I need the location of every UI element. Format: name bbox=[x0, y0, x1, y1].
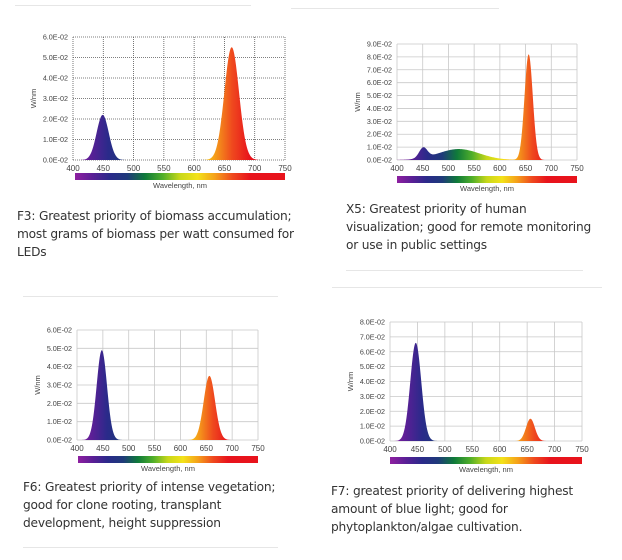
chart-f3-svg: 400 450 500 550 600 650 700 750 0.0E-02 1.0E-02 2.… bbox=[29, 33, 292, 191]
y-tick-label: 3.0E-02 bbox=[47, 381, 72, 390]
y-tick-label: 1.0E-02 bbox=[43, 135, 68, 144]
y-tick-label: 7.0E-02 bbox=[367, 65, 392, 74]
y-tick-label: 6.0E-02 bbox=[43, 33, 68, 42]
chart-f7-svg: 400 450 500 550 600 650 700 750 0.0E-02 1.0E-02 2.… bbox=[346, 318, 589, 475]
x-tick-label: 700 bbox=[548, 445, 562, 454]
divider-mid-right-b bbox=[332, 287, 602, 288]
x-tick-label: 600 bbox=[174, 444, 188, 453]
y-axis-label: W/nm bbox=[353, 92, 362, 112]
spectrum-area bbox=[73, 47, 285, 160]
x-axis-label: Wavelength, nm bbox=[460, 184, 514, 193]
y-tick-label: 4.0E-02 bbox=[367, 104, 392, 113]
x-axis-label: Wavelength, nm bbox=[141, 464, 195, 473]
x-tick-label: 650 bbox=[520, 445, 534, 454]
x-tick-label: 700 bbox=[248, 164, 262, 173]
x-tick-label: 550 bbox=[466, 445, 480, 454]
y-tick-label: 5.0E-02 bbox=[367, 91, 392, 100]
x-tick-label: 450 bbox=[411, 445, 425, 454]
y-tick-label: 5.0E-02 bbox=[43, 53, 68, 62]
y-tick-label: 1.0E-02 bbox=[360, 422, 385, 431]
x-tick-label: 450 bbox=[96, 444, 110, 453]
x-tick-label: 500 bbox=[442, 164, 456, 173]
x-tick-label: 400 bbox=[66, 164, 80, 173]
x-tick-label: 550 bbox=[467, 164, 481, 173]
y-tick-label: 4.0E-02 bbox=[43, 74, 68, 83]
wavelength-colorbar bbox=[75, 173, 285, 180]
x-tick-label: 400 bbox=[383, 445, 397, 454]
caption-f6: F6: Greatest priority of intense vegetat… bbox=[23, 480, 276, 530]
chart-f3: 400 450 500 550 600 650 700 750 0.0E-02 1.0E-02 2.… bbox=[0, 0, 311, 200]
x-tick-label: 750 bbox=[251, 444, 265, 453]
divider-top-left bbox=[15, 5, 251, 6]
x-tick-label: 450 bbox=[97, 164, 111, 173]
y-axis-label: W/nm bbox=[29, 89, 38, 109]
y-tick-label: 8.0E-02 bbox=[367, 52, 392, 61]
y-tick-label: 5.0E-02 bbox=[360, 362, 385, 371]
chart-f7: 400 450 500 550 600 650 700 750 0.0E-02 1.0E-02 2.… bbox=[346, 318, 589, 475]
y-tick-label: 2.0E-02 bbox=[43, 115, 68, 124]
y-tick-label: 0.0E-02 bbox=[43, 156, 68, 165]
y-tick-label: 6.0E-02 bbox=[47, 326, 72, 335]
wavelength-colorbar bbox=[390, 457, 582, 464]
x-tick-label: 750 bbox=[570, 164, 584, 173]
y-tick-label: 2.0E-02 bbox=[367, 130, 392, 139]
x-tick-label: 600 bbox=[187, 164, 201, 173]
x-tick-label: 550 bbox=[157, 164, 171, 173]
y-tick-label: 3.0E-02 bbox=[367, 117, 392, 126]
x-tick-label: 650 bbox=[218, 164, 232, 173]
y-tick-label: 6.0E-02 bbox=[367, 78, 392, 87]
x-tick-label: 600 bbox=[493, 164, 507, 173]
spectrum-area bbox=[397, 54, 577, 160]
chart-x5: 400 450 500 550 600 650 700 750 0.0E-02 1.0E-02 2.… bbox=[0, 0, 622, 200]
y-tick-label: 1.0E-02 bbox=[367, 143, 392, 152]
x-axis-label: Wavelength, nm bbox=[153, 181, 207, 190]
wavelength-colorbar bbox=[397, 176, 577, 183]
y-tick-label: 2.0E-02 bbox=[47, 399, 72, 408]
wavelength-colorbar bbox=[78, 456, 258, 463]
y-tick-label: 0.0E-02 bbox=[360, 437, 385, 446]
x-tick-label: 700 bbox=[545, 164, 559, 173]
divider-bottom-left bbox=[23, 547, 278, 548]
x-tick-label: 700 bbox=[225, 444, 239, 453]
chart-f6-svg: 400 450 500 550 600 650 700 750 0.0E-02 1.0E-02 2.… bbox=[33, 326, 265, 474]
caption-f7: F7: greatest priority of delivering high… bbox=[331, 484, 573, 534]
x-tick-label: 500 bbox=[438, 445, 452, 454]
x-axis-label: Wavelength, nm bbox=[459, 465, 513, 474]
y-tick-label: 4.0E-02 bbox=[47, 362, 72, 371]
chart-x5-svg: 400 450 500 550 600 650 700 750 0.0E-02 1.0E-02 2.… bbox=[353, 40, 584, 194]
divider-mid-left bbox=[23, 296, 278, 297]
y-tick-label: 3.0E-02 bbox=[360, 392, 385, 401]
x-tick-label: 750 bbox=[278, 164, 292, 173]
divider-mid-right-a bbox=[346, 270, 583, 271]
divider-top-right bbox=[291, 8, 499, 9]
y-axis-label: W/nm bbox=[346, 372, 355, 392]
x-tick-label: 400 bbox=[70, 444, 84, 453]
y-tick-label: 9.0E-02 bbox=[367, 40, 392, 49]
chart-f6: 400 450 500 550 600 650 700 750 0.0E-02 1.0E-02 2.… bbox=[0, 0, 311, 480]
x-tick-label: 600 bbox=[493, 445, 507, 454]
y-tick-label: 6.0E-02 bbox=[360, 347, 385, 356]
y-tick-label: 3.0E-02 bbox=[43, 94, 68, 103]
x-tick-label: 750 bbox=[575, 445, 589, 454]
caption-f3: F3: Greatest priority of biomass accumul… bbox=[17, 209, 294, 259]
spectrum-area bbox=[390, 342, 582, 441]
spectrum-area bbox=[77, 350, 258, 440]
y-tick-label: 7.0E-02 bbox=[360, 332, 385, 341]
y-tick-label: 1.0E-02 bbox=[47, 417, 72, 426]
x-tick-label: 450 bbox=[416, 164, 430, 173]
y-tick-label: 4.0E-02 bbox=[360, 377, 385, 386]
x-tick-label: 400 bbox=[390, 164, 404, 173]
y-tick-label: 8.0E-02 bbox=[360, 318, 385, 327]
y-axis-label: W/nm bbox=[33, 375, 42, 395]
caption-x5: X5: Greatest priority of human visualiza… bbox=[346, 202, 592, 252]
x-tick-label: 550 bbox=[148, 444, 162, 453]
y-tick-label: 0.0E-02 bbox=[47, 436, 72, 445]
x-tick-label: 500 bbox=[127, 164, 141, 173]
x-tick-label: 500 bbox=[122, 444, 136, 453]
y-tick-label: 5.0E-02 bbox=[47, 344, 72, 353]
x-tick-label: 650 bbox=[519, 164, 533, 173]
y-tick-label: 0.0E-02 bbox=[367, 156, 392, 165]
y-tick-label: 2.0E-02 bbox=[360, 407, 385, 416]
x-tick-label: 650 bbox=[200, 444, 214, 453]
